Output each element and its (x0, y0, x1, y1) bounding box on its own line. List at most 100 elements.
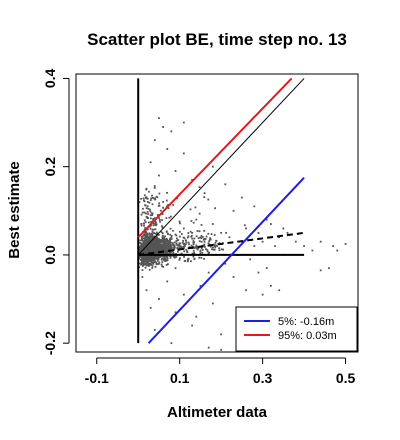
scatter-point (152, 238, 155, 241)
scatter-point (143, 219, 146, 222)
scatter-point (199, 284, 202, 287)
scatter-point (170, 234, 173, 237)
scatter-point (164, 258, 166, 260)
scatter-point (156, 259, 159, 262)
scatter-point (140, 263, 142, 266)
scatter-point (161, 265, 163, 268)
scatter-point (207, 232, 210, 235)
scatter-point (148, 251, 151, 253)
scatter-point (164, 240, 166, 242)
scatter-point (140, 238, 143, 241)
scatter-point (151, 236, 154, 239)
scatter-point (178, 242, 181, 245)
scatter-point (178, 220, 181, 223)
scatter-point (150, 236, 153, 239)
scatter-point (159, 246, 162, 248)
scatter-point (173, 256, 176, 259)
scatter-point (145, 260, 148, 263)
scatter-point (161, 246, 164, 249)
scatter-point (182, 242, 185, 245)
scatter-point (145, 231, 148, 233)
scatter-point (144, 263, 147, 265)
scatter-point (203, 196, 206, 199)
scatter-point (150, 262, 153, 264)
scatter-point (174, 311, 177, 314)
scatter-point (176, 197, 179, 200)
scatter-point (166, 191, 168, 194)
scatter-point (142, 242, 145, 245)
scatter-point (149, 227, 152, 230)
scatter-point (157, 258, 160, 261)
scatter-point (148, 256, 151, 259)
scatter-point (165, 250, 168, 253)
scatter-point (232, 276, 235, 278)
scatter-point (213, 248, 216, 251)
scatter-point (142, 237, 145, 240)
scatter-point (169, 227, 172, 230)
scatter-point (155, 261, 158, 264)
scatter-point (166, 240, 169, 243)
scatter-point (172, 204, 174, 206)
scatter-point (162, 257, 165, 260)
scatter-point (207, 346, 210, 349)
scatter-point (192, 241, 195, 244)
scatter-point (163, 245, 166, 247)
scatter-point (163, 241, 165, 244)
scatter-point (144, 245, 147, 247)
scatter-point (150, 197, 152, 200)
scatter-point (142, 240, 145, 242)
scatter-point (165, 259, 168, 262)
scatter-point (182, 152, 185, 155)
scatter-point (192, 243, 195, 246)
scatter-point (161, 249, 164, 252)
x-tick-label: 0.1 (170, 370, 190, 386)
scatter-point (138, 201, 141, 203)
scatter-point (208, 238, 211, 241)
scatter-point (155, 251, 157, 254)
scatter-point (140, 197, 142, 200)
scatter-point (144, 212, 147, 215)
scatter-point (158, 244, 161, 246)
scatter-point (143, 231, 146, 233)
scatter-point (155, 246, 158, 249)
x-axis-title: Altimeter data (167, 404, 268, 421)
scatter-point (165, 242, 168, 244)
scatter-point (196, 230, 199, 232)
scatter-point (159, 240, 162, 243)
scatter-point (151, 203, 154, 206)
scatter-point (153, 249, 156, 252)
y-axis-title: Best estimate (6, 161, 23, 259)
scatter-point (158, 255, 161, 258)
scatter-point (155, 263, 158, 265)
scatter-point (319, 269, 322, 272)
scatter-point (278, 289, 281, 292)
scatter-point (153, 245, 156, 247)
scatter-point (161, 237, 164, 240)
scatter-point (183, 237, 186, 240)
scatter-point (151, 256, 154, 259)
scatter-point (169, 215, 172, 218)
scatter-point (218, 249, 221, 252)
scatter-point (270, 223, 272, 225)
scatter-point (204, 246, 206, 248)
scatter-point (171, 242, 174, 244)
scatter-point (332, 245, 335, 247)
scatter-point (214, 246, 217, 249)
scatter-point (161, 232, 164, 235)
scatter-point (156, 255, 159, 258)
scatter-point (195, 315, 198, 318)
scatter-point (149, 217, 152, 220)
scatter-point (243, 224, 246, 227)
scatter-point (143, 260, 146, 262)
scatter-point (192, 249, 195, 252)
scatter-point (170, 236, 173, 239)
scatter-point (193, 237, 196, 240)
chart-title: Scatter plot BE, time step no. 13 (87, 30, 347, 49)
scatter-point (153, 255, 156, 258)
scatter-point (152, 219, 154, 222)
scatter-point (144, 251, 147, 254)
scatter-point (151, 230, 154, 233)
scatter-point (203, 229, 206, 232)
scatter-point (183, 256, 185, 258)
scatter-point (185, 241, 188, 244)
